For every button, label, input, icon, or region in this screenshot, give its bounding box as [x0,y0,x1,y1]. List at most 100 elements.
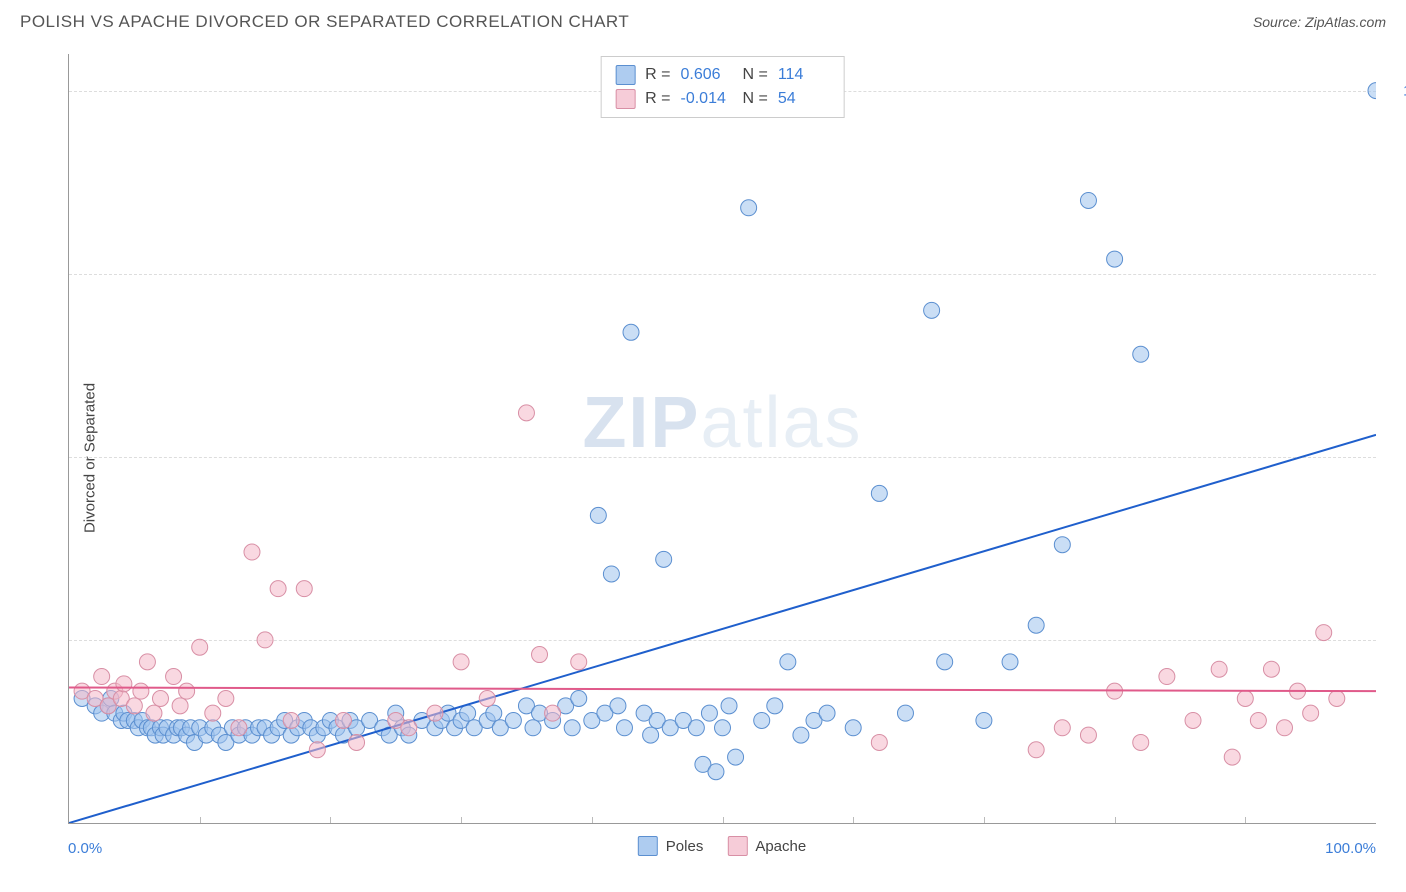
data-point [1080,727,1096,743]
data-point [623,324,639,340]
data-point [94,669,110,685]
data-point [871,485,887,501]
data-point [1054,720,1070,736]
data-point [819,705,835,721]
data-point [205,705,221,721]
data-point [453,654,469,670]
data-point [767,698,783,714]
data-point [1329,690,1345,706]
data-point [518,405,534,421]
stat-r-label: R = [645,66,670,84]
data-point [1263,661,1279,677]
legend-label-apache: Apache [755,838,806,855]
legend-item-poles: Poles [638,836,704,856]
data-point [1277,720,1293,736]
data-point [1185,712,1201,728]
data-point [780,654,796,670]
data-point [525,720,541,736]
stat-r-apache: -0.014 [681,90,733,108]
data-point [721,698,737,714]
plot-region: R = 0.606 N = 114 R = -0.014 N = 54 ZIPa… [68,54,1376,824]
data-point [564,720,580,736]
stat-n-label: N = [743,90,768,108]
data-point [571,654,587,670]
legend-label-poles: Poles [666,838,704,855]
stat-r-label: R = [645,90,670,108]
trend-line [69,435,1376,823]
data-point [793,727,809,743]
source-name: ZipAtlas.com [1305,14,1386,30]
data-point [309,742,325,758]
trend-line [69,688,1376,692]
data-point [116,676,132,692]
data-point [166,669,182,685]
chart-title: POLISH VS APACHE DIVORCED OR SEPARATED C… [20,12,629,32]
data-point [486,705,502,721]
data-point [218,690,234,706]
data-point [1107,251,1123,267]
correlation-stats-box: R = 0.606 N = 114 R = -0.014 N = 54 [600,56,845,118]
data-point [1224,749,1240,765]
data-point [192,639,208,655]
data-point [688,720,704,736]
data-point [754,712,770,728]
data-point [545,705,561,721]
data-point [427,705,443,721]
data-point [924,302,940,318]
stats-row-apache: R = -0.014 N = 54 [615,87,830,111]
legend-swatch-apache-icon [727,836,747,856]
data-point [1250,712,1266,728]
x-tick-min: 0.0% [68,840,102,857]
data-point [571,690,587,706]
data-point [1028,617,1044,633]
data-point [1211,661,1227,677]
data-point [532,647,548,663]
scatter-svg [69,54,1376,823]
data-point [270,581,286,597]
data-point [1028,742,1044,758]
source-label: Source: [1253,14,1301,30]
data-point [728,749,744,765]
header: POLISH VS APACHE DIVORCED OR SEPARATED C… [0,0,1406,40]
stat-n-poles: 114 [778,66,830,84]
data-point [1133,346,1149,362]
data-point [871,734,887,750]
x-tick-max: 100.0% [1325,840,1376,857]
data-point [401,720,417,736]
data-point [1054,537,1070,553]
data-point [139,654,155,670]
data-point [257,632,273,648]
chart-area: Divorced or Separated R = 0.606 N = 114 … [20,44,1386,872]
data-point [244,544,260,560]
data-point [897,705,913,721]
data-point [133,683,149,699]
data-point [335,712,351,728]
stat-n-label: N = [743,66,768,84]
data-point [505,712,521,728]
legend: Poles Apache [638,836,806,856]
data-point [152,690,168,706]
data-point [715,720,731,736]
data-point [603,566,619,582]
data-point [590,507,606,523]
swatch-poles-icon [615,65,635,85]
data-point [1080,192,1096,208]
data-point [741,200,757,216]
data-point [1368,83,1376,99]
data-point [1316,625,1332,641]
data-point [179,683,195,699]
data-point [1237,690,1253,706]
data-point [1159,669,1175,685]
data-point [610,698,626,714]
source-attribution: Source: ZipAtlas.com [1253,14,1386,30]
data-point [126,698,142,714]
data-point [231,720,247,736]
data-point [1002,654,1018,670]
data-point [1303,705,1319,721]
data-point [479,690,495,706]
data-point [146,705,162,721]
data-point [616,720,632,736]
data-point [1133,734,1149,750]
data-point [349,734,365,750]
data-point [283,712,299,728]
